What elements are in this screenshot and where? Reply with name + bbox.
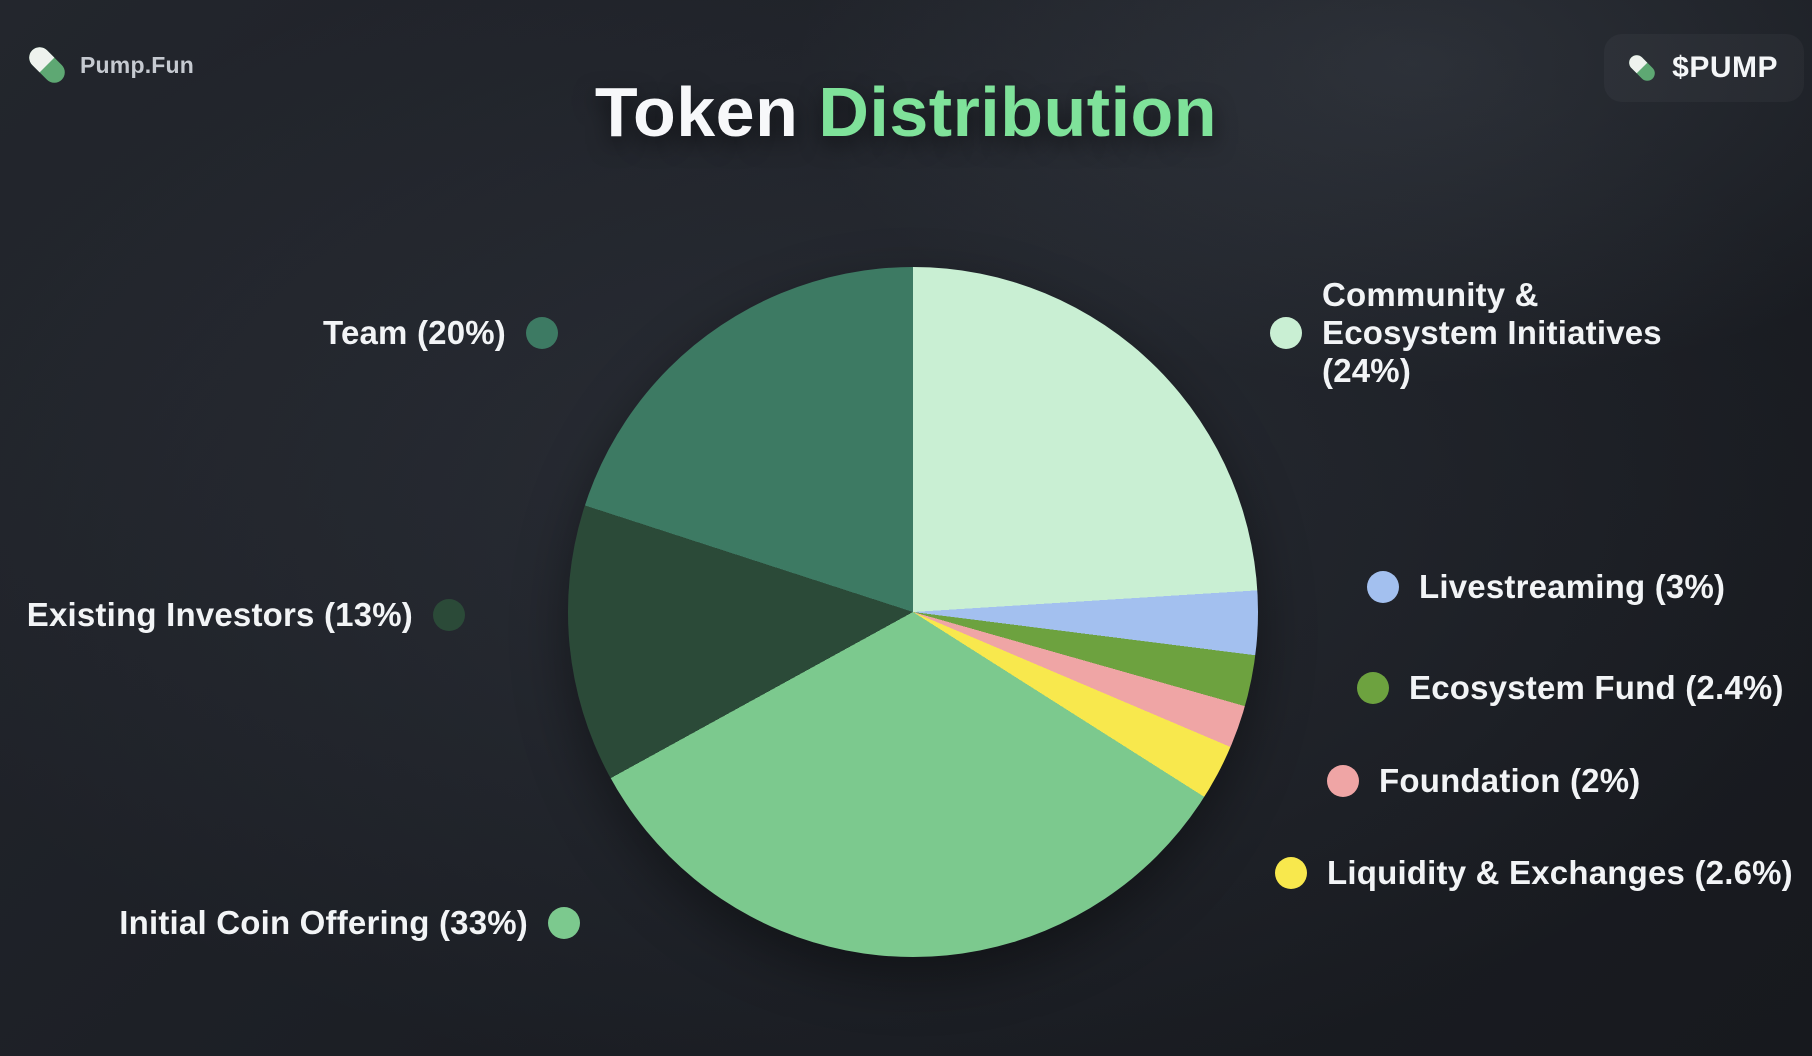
ticker-label: $PUMP	[1672, 51, 1778, 84]
legend-item-community: Community & Ecosystem Initiatives (24%)	[1270, 276, 1722, 389]
legend-item-livestreaming: Livestreaming (3%)	[1367, 567, 1725, 607]
legend-dot-ecosystem-fund	[1357, 672, 1389, 704]
legend-label: Foundation (2%)	[1379, 762, 1641, 800]
legend-label: Liquidity & Exchanges (2.6%)	[1327, 854, 1793, 892]
legend-item-ecosystem-fund: Ecosystem Fund (2.4%)	[1357, 668, 1784, 708]
brand-label: Pump.Fun	[80, 51, 195, 78]
pill-icon	[29, 47, 65, 83]
pill-icon-small	[1629, 55, 1655, 81]
legend-label: Existing Investors (13%)	[26, 596, 413, 634]
legend-dot-community	[1270, 317, 1302, 349]
page-title: Token Distribution	[0, 72, 1812, 152]
legend-item-team: Team (20%)	[323, 313, 558, 353]
title-word-distribution: Distribution	[818, 73, 1218, 151]
legend-item-existing-investors: Existing Investors (13%)	[27, 595, 465, 635]
brand: Pump.Fun	[22, 40, 194, 90]
legend-dot-livestreaming	[1367, 571, 1399, 603]
legend-label: Ecosystem Fund (2.4%)	[1409, 669, 1784, 707]
legend-dot-team	[526, 317, 558, 349]
legend-label: Community & Ecosystem Initiatives (24%)	[1322, 276, 1662, 389]
legend-dot-existing-investors	[433, 599, 465, 631]
ticker-badge: $PUMP	[1604, 34, 1804, 102]
legend-label: Team (20%)	[323, 314, 506, 352]
legend-item-liquidity: Liquidity & Exchanges (2.6%)	[1275, 853, 1793, 893]
title-word-token: Token	[594, 73, 799, 151]
legend-item-foundation: Foundation (2%)	[1327, 761, 1640, 801]
legend-dot-liquidity	[1275, 857, 1307, 889]
legend-item-initial-coin-offering: Initial Coin Offering (33%)	[119, 903, 580, 943]
legend-dot-initial-coin-offering	[548, 907, 580, 939]
pie-chart	[568, 267, 1258, 957]
legend-label: Livestreaming (3%)	[1419, 568, 1726, 606]
legend-dot-foundation	[1327, 765, 1359, 797]
legend-label: Initial Coin Offering (33%)	[119, 904, 528, 942]
